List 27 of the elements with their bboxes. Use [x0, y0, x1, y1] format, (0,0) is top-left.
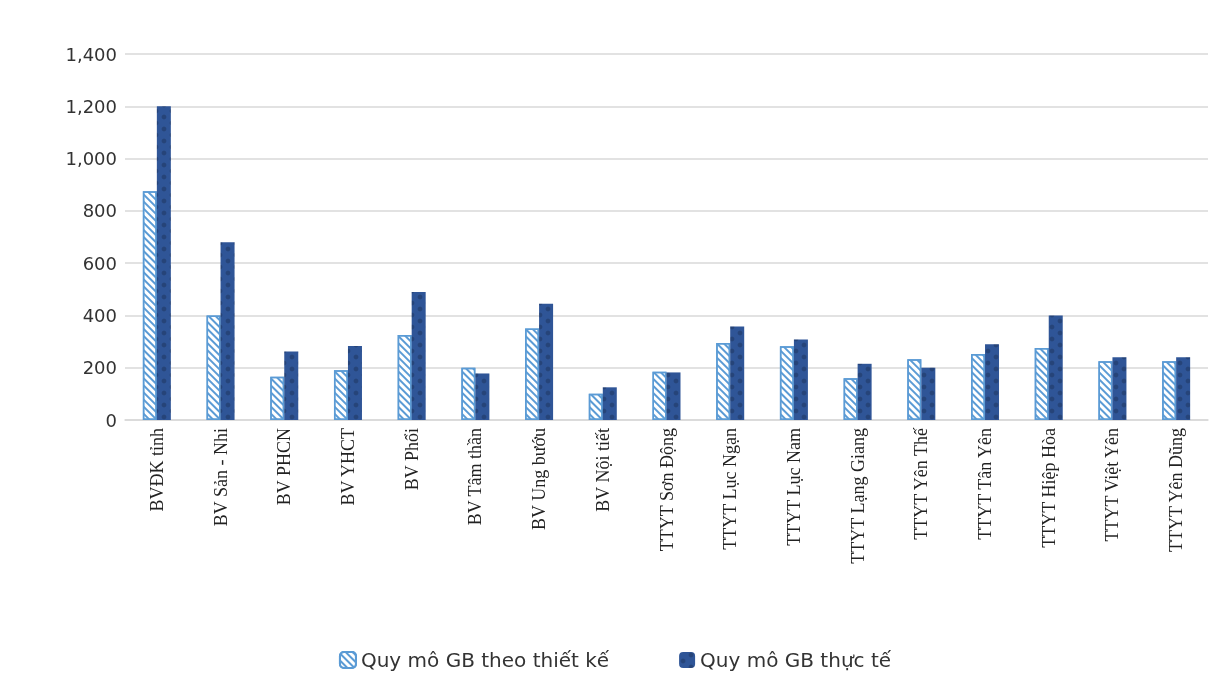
y-tick-label: 1,000 — [65, 148, 117, 170]
x-tick-label: BVĐK tỉnh — [146, 428, 167, 512]
x-tick-label: TTYT Yên Dũng — [1166, 428, 1187, 552]
x-tick-label: TTYT Tân Yên — [975, 428, 996, 540]
x-tick-label: TTYT Việt Yên — [1102, 428, 1123, 542]
x-tick-label: BV Ung bướu — [529, 428, 550, 530]
x-tick-label: TTYT Hiệp Hòa — [1038, 427, 1059, 548]
x-tick-label: TTYT Lục Ngạn — [720, 428, 741, 550]
y-tick-label: 800 — [82, 200, 117, 222]
x-tick-label: TTYT Lục Nam — [783, 428, 804, 546]
x-tick-label: BV Phổi — [401, 428, 422, 491]
x-tick-label: BV YHCT — [337, 428, 358, 506]
x-tick-label: BV Sản - Nhi — [210, 428, 231, 527]
y-tick-label: 1,400 — [65, 43, 117, 65]
x-tick-label: BV Nội tiết — [592, 428, 613, 512]
x-tick-label: BV Tâm thần — [465, 428, 486, 526]
y-tick-label: 400 — [82, 304, 117, 326]
x-tick-label: TTYT Lạng Giang — [847, 428, 868, 564]
y-tick-label: 200 — [82, 357, 117, 379]
y-tick-label: 1,200 — [65, 95, 117, 117]
y-tick-label: 0 — [105, 409, 117, 431]
y-tick-label: 600 — [82, 252, 117, 274]
x-tick-label: TTYT Sơn Động — [656, 428, 677, 552]
legend-label: Quy mô GB thực tế — [700, 648, 892, 672]
x-tick-label: TTYT Yên Thế — [911, 426, 932, 540]
x-tick-label: BV PHCN — [274, 428, 295, 506]
legend-label: Quy mô GB theo thiết kế — [360, 648, 610, 672]
